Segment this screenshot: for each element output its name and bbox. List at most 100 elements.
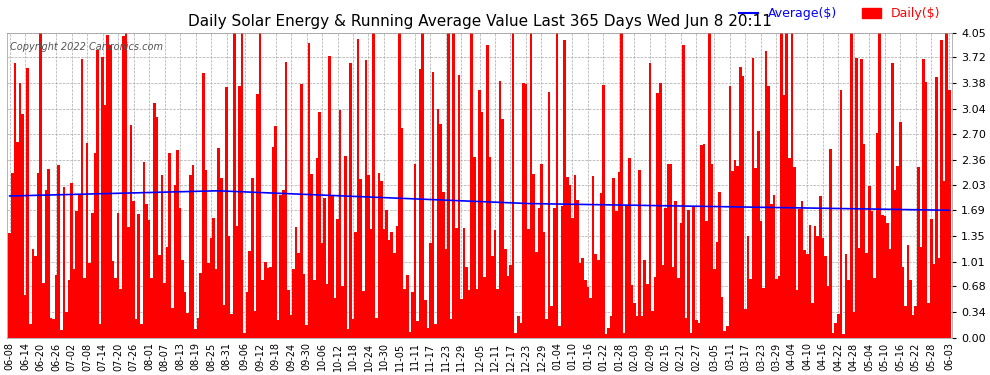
Bar	[754, 168, 757, 338]
Bar	[189, 175, 192, 338]
Bar	[339, 110, 342, 338]
Bar	[264, 262, 266, 338]
Bar	[844, 254, 847, 338]
Bar	[385, 210, 388, 338]
Bar	[543, 232, 545, 338]
Bar	[832, 333, 835, 338]
Bar	[303, 274, 305, 338]
Bar	[850, 33, 852, 338]
Bar	[646, 284, 648, 338]
Bar	[390, 232, 393, 338]
Bar	[127, 227, 130, 338]
Legend: Average($), Daily($): Average($), Daily($)	[735, 2, 945, 25]
Bar	[212, 218, 215, 338]
Bar	[194, 329, 197, 338]
Bar	[470, 33, 473, 338]
Bar	[732, 171, 734, 338]
Bar	[231, 314, 233, 338]
Bar	[610, 316, 613, 338]
Bar	[933, 264, 936, 338]
Bar	[942, 182, 945, 338]
Bar	[60, 330, 62, 338]
Bar	[122, 36, 125, 338]
Bar	[210, 238, 212, 338]
Bar	[923, 59, 925, 338]
Bar	[579, 263, 581, 338]
Bar	[486, 45, 488, 338]
Bar	[422, 33, 424, 338]
Bar	[298, 253, 300, 338]
Bar	[202, 73, 205, 338]
Bar	[349, 63, 351, 338]
Bar	[292, 268, 295, 338]
Bar	[940, 40, 942, 338]
Bar	[724, 331, 726, 338]
Bar	[522, 83, 525, 338]
Bar	[138, 214, 140, 338]
Bar	[481, 112, 483, 338]
Bar	[359, 179, 362, 338]
Bar	[838, 315, 840, 338]
Bar	[337, 219, 339, 338]
Bar	[581, 258, 584, 338]
Bar	[218, 148, 220, 338]
Bar	[184, 292, 186, 338]
Bar	[827, 286, 830, 338]
Bar	[32, 249, 35, 338]
Bar	[778, 276, 780, 338]
Bar	[651, 311, 653, 338]
Bar	[135, 319, 138, 338]
Bar	[669, 164, 672, 338]
Bar	[555, 33, 558, 338]
Bar	[460, 300, 462, 338]
Bar	[88, 263, 91, 338]
Bar	[130, 126, 133, 338]
Bar	[817, 236, 819, 338]
Bar	[706, 221, 708, 338]
Bar	[377, 173, 380, 338]
Bar	[868, 186, 870, 338]
Bar	[757, 130, 759, 338]
Title: Daily Solar Energy & Running Average Value Last 365 Days Wed Jun 8 20:11: Daily Solar Energy & Running Average Val…	[187, 13, 771, 28]
Bar	[770, 204, 772, 338]
Bar	[618, 172, 620, 338]
Bar	[168, 153, 171, 338]
Bar	[326, 284, 329, 338]
Bar	[37, 173, 40, 338]
Bar	[613, 178, 615, 338]
Bar	[93, 153, 96, 338]
Bar	[855, 58, 857, 338]
Bar	[891, 63, 894, 338]
Bar	[785, 33, 788, 338]
Bar	[282, 190, 284, 338]
Bar	[396, 226, 398, 338]
Bar	[258, 33, 261, 338]
Bar	[8, 233, 11, 338]
Bar	[607, 328, 610, 338]
Bar	[742, 76, 744, 338]
Bar	[473, 157, 475, 338]
Bar	[52, 319, 54, 338]
Bar	[475, 289, 478, 338]
Bar	[661, 265, 664, 338]
Bar	[445, 249, 447, 338]
Bar	[223, 305, 225, 338]
Bar	[525, 84, 528, 338]
Bar	[496, 289, 499, 338]
Bar	[801, 201, 804, 338]
Bar	[865, 253, 868, 338]
Bar	[708, 33, 711, 338]
Bar	[716, 242, 719, 338]
Bar	[334, 298, 337, 338]
Bar	[762, 288, 764, 338]
Bar	[804, 250, 806, 338]
Bar	[620, 33, 623, 338]
Bar	[152, 103, 155, 338]
Bar	[713, 269, 716, 338]
Bar	[483, 277, 486, 338]
Bar	[429, 243, 432, 338]
Bar	[331, 196, 334, 338]
Bar	[269, 267, 271, 338]
Bar	[401, 128, 403, 338]
Bar	[587, 287, 589, 338]
